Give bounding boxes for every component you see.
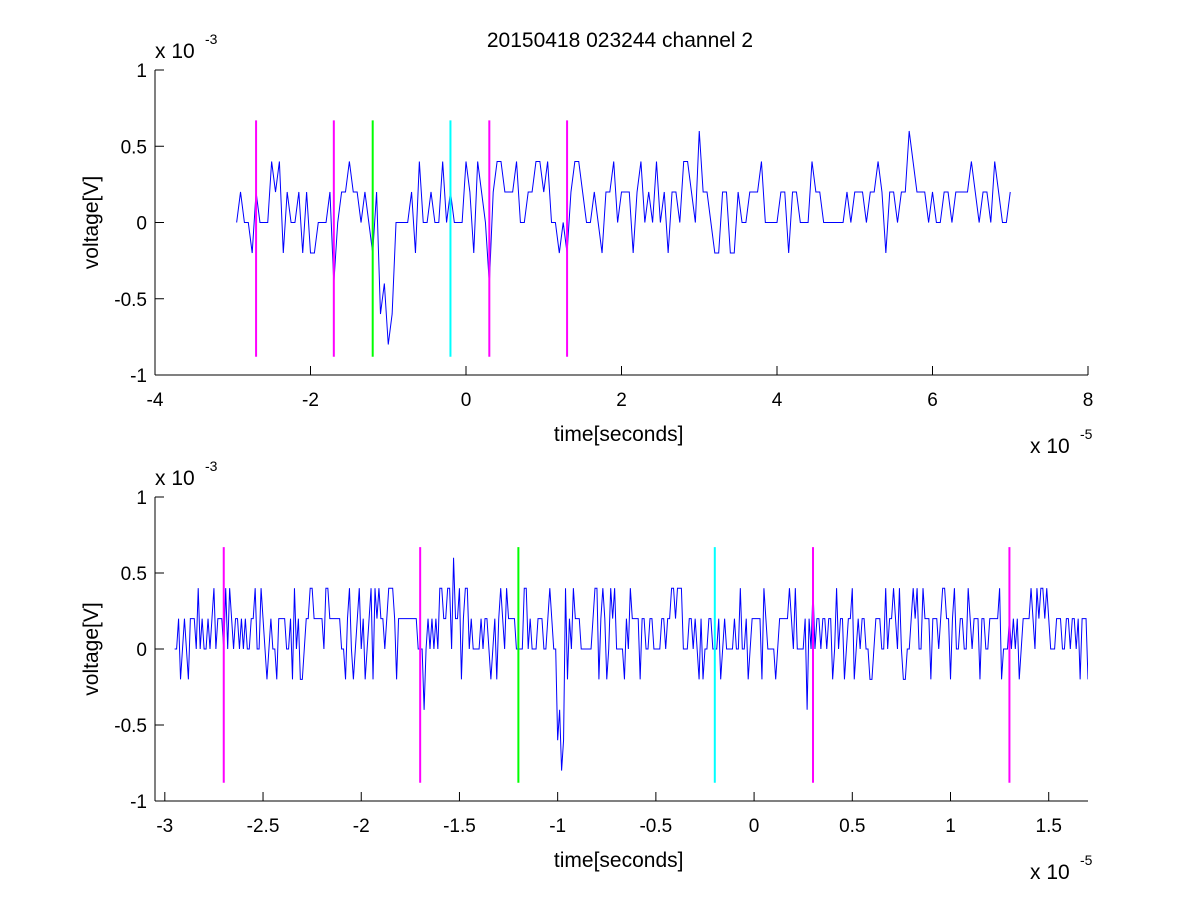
x-exponent-power: -5 bbox=[1080, 852, 1093, 868]
y-exponent-power: -3 bbox=[205, 31, 218, 47]
y-exponent-label: x 10 bbox=[155, 40, 195, 63]
x-exponent-label: x 10 bbox=[1030, 435, 1070, 458]
y-tick-label: 1 bbox=[136, 488, 147, 509]
y-tick-label: 0.5 bbox=[121, 137, 147, 158]
y-exponent-power: -3 bbox=[205, 458, 218, 474]
x-tick-label: 8 bbox=[1083, 390, 1094, 411]
x-tick-label: -1.5 bbox=[443, 816, 476, 837]
y-tick-label: 1 bbox=[136, 61, 147, 82]
signal-trace bbox=[236, 130, 1011, 345]
x-tick-label: -2 bbox=[353, 816, 370, 837]
x-tick-label: -2 bbox=[302, 390, 319, 411]
top-plot: -4 -2 0 2 4 6 8 -1 -0.5 0 0.5 1 time[seconds] voltage… bbox=[80, 31, 1093, 458]
x-tick-label: 0 bbox=[461, 390, 472, 411]
x-tick-label: 6 bbox=[927, 390, 938, 411]
bottom-plot: -3 -2.5 -2 -1.5 -1 -0.5 0 0.5 1 1.5 -1 -0.5 0 0.5 1 tim… bbox=[80, 458, 1093, 884]
x-tick-label: 1.5 bbox=[1036, 816, 1062, 837]
y-tick-label: -0.5 bbox=[114, 290, 147, 311]
x-tick-label: 0.5 bbox=[839, 816, 865, 837]
y-axis-label: voltage[V] bbox=[80, 602, 103, 695]
x-axis-label: time[seconds] bbox=[554, 849, 684, 872]
x-tick-label: -1 bbox=[549, 816, 566, 837]
figure-title: 20150418 023244 channel 2 bbox=[487, 29, 753, 52]
x-tick-label: -2.5 bbox=[247, 816, 280, 837]
y-tick-label: -1 bbox=[130, 366, 147, 387]
x-tick-label: -0.5 bbox=[639, 816, 672, 837]
x-exponent-power: -5 bbox=[1080, 426, 1093, 442]
x-tick-label: -3 bbox=[156, 816, 173, 837]
x-tick-label: 0 bbox=[749, 816, 760, 837]
y-tick-label: -1 bbox=[130, 792, 147, 813]
signal-trace bbox=[174, 557, 1088, 771]
y-tick-label: 0 bbox=[136, 214, 147, 235]
y-tick-label: 0.5 bbox=[121, 564, 147, 585]
x-tick-label: -4 bbox=[147, 390, 164, 411]
x-exponent-label: x 10 bbox=[1030, 861, 1070, 884]
x-axis-label: time[seconds] bbox=[554, 423, 684, 446]
y-axis-label: voltage[V] bbox=[80, 176, 103, 269]
y-exponent-label: x 10 bbox=[155, 467, 195, 490]
y-tick-label: -0.5 bbox=[114, 716, 147, 737]
x-tick-label: 1 bbox=[945, 816, 956, 837]
y-tick-label: 0 bbox=[136, 640, 147, 661]
x-tick-label: 2 bbox=[616, 390, 627, 411]
x-tick-label: 4 bbox=[772, 390, 783, 411]
